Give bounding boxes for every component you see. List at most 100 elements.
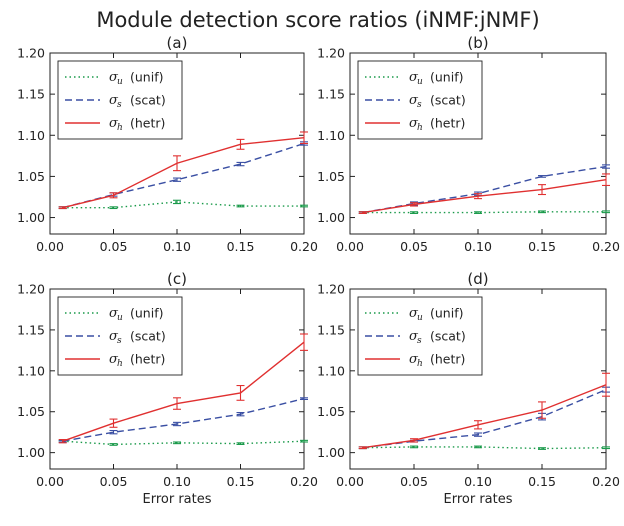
x-tick-label: 0.05 <box>400 239 428 254</box>
y-tick-label: 1.05 <box>17 169 45 184</box>
error-bar <box>236 411 245 417</box>
error-bar <box>602 210 610 214</box>
legend-subscript: u <box>417 77 423 87</box>
x-tick-label: 0.10 <box>464 239 492 254</box>
legend-subscript: s <box>117 100 122 110</box>
x-tick-label: 0.00 <box>36 239 64 254</box>
x-axis-label: Error rates <box>143 492 212 507</box>
error-bar <box>300 439 308 443</box>
y-tick-label: 1.00 <box>17 445 45 460</box>
legend-label: (hetr) <box>430 116 465 131</box>
legend-entry-unif: σ u (unif) <box>65 70 163 87</box>
legend-subscript: h <box>417 359 423 369</box>
x-tick-label: 0.10 <box>163 239 191 254</box>
x-tick-label: 0.20 <box>290 474 318 489</box>
y-tick-label: 1.10 <box>17 128 45 143</box>
legend-subscript: u <box>117 77 123 87</box>
y-tick-label: 1.10 <box>317 128 345 143</box>
x-tick-label: 0.05 <box>400 474 428 489</box>
error-bar <box>410 211 418 214</box>
error-bar <box>538 401 546 419</box>
error-bar <box>109 429 118 435</box>
series-hetr <box>358 372 610 450</box>
legend-symbol: σ <box>409 116 419 131</box>
panel-title: (a) <box>167 34 188 52</box>
x-tick-label: 0.15 <box>528 474 556 489</box>
x-tick-label: 0.05 <box>100 239 128 254</box>
legend-entry-scat: σ s (scat) <box>65 329 166 346</box>
figure-title: Module detection score ratios (iNMF:jNMF… <box>96 8 539 32</box>
error-bar <box>474 420 482 430</box>
y-tick-label: 1.05 <box>17 404 45 419</box>
error-bar <box>109 206 118 210</box>
legend-label: (unif) <box>430 70 463 85</box>
panel-title: (d) <box>467 270 488 288</box>
legend-label: (hetr) <box>430 352 465 367</box>
panel-title: (c) <box>167 270 187 288</box>
error-bar <box>538 447 546 450</box>
legend-label: (unif) <box>130 70 163 85</box>
x-tick-label: 0.00 <box>336 239 364 254</box>
series-hetr <box>58 131 308 210</box>
error-bar <box>474 445 482 449</box>
legend-symbol: σ <box>109 116 119 131</box>
y-tick-label: 1.15 <box>317 322 345 337</box>
legend-subscript: u <box>417 313 423 323</box>
legend-entry-unif: σ u (unif) <box>365 70 463 87</box>
panel-title: (b) <box>467 34 488 52</box>
error-bar <box>538 210 546 214</box>
y-tick-label: 1.10 <box>317 363 345 378</box>
x-tick-label: 0.00 <box>336 474 364 489</box>
error-bar <box>109 192 118 199</box>
error-bar <box>410 438 418 443</box>
legend-symbol: σ <box>109 306 119 321</box>
panel-c: (c) 1.00 1.05 1.10 1.15 1.20 0.00 0.05 0.10 0.15 0… <box>17 270 318 507</box>
error-bar <box>300 333 308 351</box>
series-line-unif <box>62 201 304 209</box>
legend-subscript: h <box>117 123 123 133</box>
series-hetr <box>58 333 308 444</box>
error-bar <box>602 164 610 169</box>
x-tick-label: 0.15 <box>528 239 556 254</box>
legend-entry-scat: σ s (scat) <box>65 93 166 110</box>
legend-entry-scat: σ s (scat) <box>365 329 466 346</box>
error-bar <box>58 206 67 210</box>
legend-symbol: σ <box>109 352 119 367</box>
error-bar <box>602 446 610 450</box>
error-bar <box>173 441 181 445</box>
legend-label: (unif) <box>430 306 463 321</box>
x-tick-label: 0.20 <box>290 239 318 254</box>
y-tick-label: 1.20 <box>17 46 45 61</box>
x-axis-label: Error rates <box>444 492 513 507</box>
legend: σ u (unif)σ s (scat)σ h (hetr) <box>357 60 483 140</box>
legend-symbol: σ <box>409 306 419 321</box>
legend-entry-unif: σ u (unif) <box>65 306 163 323</box>
legend-entry-unif: σ u (unif) <box>365 306 463 323</box>
y-tick-label: 1.00 <box>317 445 345 460</box>
y-tick-label: 1.00 <box>17 210 45 225</box>
legend-subscript: u <box>117 313 123 323</box>
legend-label: (scat) <box>130 329 166 344</box>
legend-entry-hetr: σ h (hetr) <box>65 116 165 133</box>
legend-label: (hetr) <box>130 116 165 131</box>
error-bar <box>109 418 118 428</box>
series-hetr <box>358 173 610 214</box>
x-tick-label: 0.20 <box>592 474 620 489</box>
error-bar <box>410 202 418 207</box>
x-tick-label: 0.00 <box>36 474 64 489</box>
y-tick-label: 1.20 <box>317 282 345 297</box>
error-bar <box>358 211 367 214</box>
legend-symbol: σ <box>409 93 419 108</box>
error-bar <box>300 397 308 401</box>
error-bar <box>173 397 181 410</box>
y-tick-label: 1.20 <box>17 282 45 297</box>
legend-label: (hetr) <box>130 352 165 367</box>
legend-label: (unif) <box>130 306 163 321</box>
error-bar <box>474 211 482 214</box>
x-tick-label: 0.05 <box>100 474 128 489</box>
x-tick-label: 0.10 <box>163 474 191 489</box>
x-tick-label: 0.15 <box>227 474 255 489</box>
y-tick-label: 1.00 <box>317 210 345 225</box>
error-bar <box>173 421 181 427</box>
